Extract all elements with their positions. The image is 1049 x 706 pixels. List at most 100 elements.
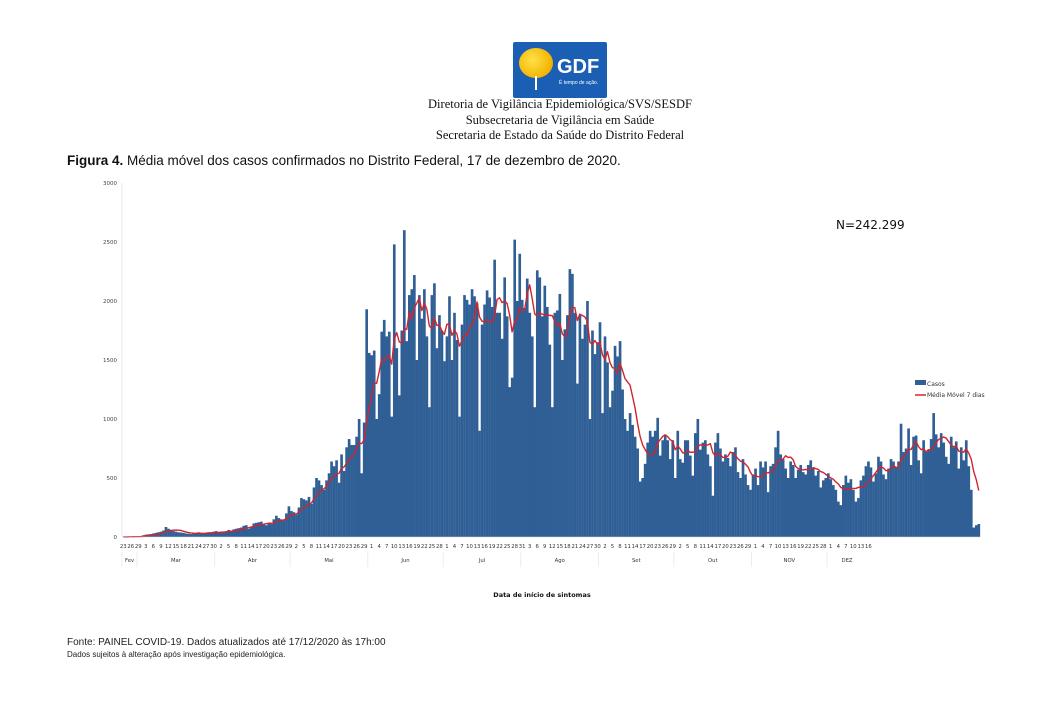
- bar-casos: [169, 529, 173, 537]
- bar-casos: [460, 324, 464, 537]
- bar-casos: [721, 461, 725, 537]
- header-line-3: Secretaria de Estado da Saúde do Distrit…: [435, 128, 685, 142]
- bar-casos: [252, 523, 256, 537]
- figure-label: Figura 4.: [67, 153, 124, 168]
- bar-casos: [892, 461, 895, 537]
- x-tick-label: 24: [195, 544, 202, 550]
- bar-casos: [862, 475, 865, 537]
- x-tick-label: 13: [398, 544, 405, 550]
- bar-casos: [849, 479, 853, 537]
- y-tick-label: 3000: [103, 181, 117, 187]
- x-tick-label: 7: [385, 544, 388, 550]
- bar-casos: [591, 330, 594, 537]
- bar-casos: [638, 481, 642, 537]
- month-label: DEZ: [842, 558, 853, 564]
- bar-casos: [814, 475, 818, 537]
- bar-casos: [616, 356, 619, 537]
- x-tick-label: 10: [466, 544, 473, 550]
- x-tick-label: 16: [481, 544, 488, 550]
- x-tick-label: 5: [227, 544, 230, 550]
- month-label: Fev: [125, 558, 134, 564]
- bar-casos: [714, 442, 717, 537]
- bar-casos: [964, 440, 968, 537]
- bar-casos: [626, 430, 629, 537]
- bar-casos: [874, 473, 878, 537]
- n-annotation: N=242.299: [836, 218, 905, 232]
- bar-casos: [232, 529, 236, 537]
- bar-casos: [280, 519, 283, 537]
- bar-casos: [445, 336, 449, 537]
- bar-casos: [671, 440, 675, 537]
- bar-casos: [598, 322, 602, 537]
- x-tick-label: 19: [489, 544, 496, 550]
- x-tick-label: 23: [120, 544, 127, 550]
- bar-casos: [277, 518, 281, 537]
- bar-casos: [934, 434, 938, 537]
- x-tick-label: 31: [519, 544, 526, 550]
- bar-casos: [485, 290, 489, 537]
- bar-casos: [523, 308, 527, 537]
- bar-casos: [912, 436, 915, 537]
- x-tick-label: 24: [579, 544, 586, 550]
- bar-casos: [540, 316, 544, 537]
- bar-casos: [207, 532, 210, 537]
- bar-casos: [726, 457, 730, 537]
- bar-casos: [413, 275, 416, 537]
- bar-casos: [769, 466, 772, 537]
- bar-casos: [729, 466, 732, 537]
- bar-casos: [583, 324, 587, 537]
- bar-casos: [558, 293, 562, 537]
- bar-casos: [704, 440, 707, 537]
- bar-casos: [676, 430, 680, 537]
- bar-casos: [756, 485, 760, 537]
- bar-casos: [227, 529, 231, 537]
- bar-casos: [709, 466, 712, 537]
- bar-casos: [691, 475, 695, 537]
- bar-casos: [699, 449, 702, 537]
- x-tick-label: 5: [611, 544, 614, 550]
- bar-casos: [949, 436, 953, 537]
- y-tick-label: 1500: [103, 358, 117, 364]
- bar-casos: [646, 442, 649, 537]
- bar-casos: [488, 297, 491, 537]
- month-label: Jul: [478, 558, 485, 564]
- bar-casos: [596, 342, 599, 537]
- bar-casos: [877, 456, 880, 537]
- x-tick-label: 20: [338, 544, 345, 550]
- bar-casos: [962, 460, 966, 537]
- bar-casos: [360, 473, 363, 537]
- bar-casos: [771, 463, 775, 537]
- bar-casos: [683, 440, 687, 537]
- bar-casos: [894, 467, 898, 537]
- bar-casos: [831, 485, 835, 537]
- x-tick-label: 29: [745, 544, 752, 550]
- bar-casos: [806, 465, 810, 537]
- bar-casos: [651, 436, 655, 537]
- x-tick-label: 26: [737, 544, 744, 550]
- month-label: NOV: [783, 558, 795, 564]
- bar-casos: [224, 531, 228, 537]
- x-tick-label: 9: [159, 544, 162, 550]
- bar-casos: [829, 479, 833, 537]
- bar-casos: [759, 461, 762, 537]
- bar-casos: [518, 253, 522, 538]
- x-tick-label: 10: [391, 544, 398, 550]
- x-tick-label: 23: [346, 544, 353, 550]
- bar-casos: [937, 447, 941, 537]
- x-tick-label: 13: [857, 544, 864, 550]
- bar-casos: [362, 422, 366, 537]
- x-tick-label: 1: [754, 544, 757, 550]
- bar-casos: [641, 478, 644, 537]
- x-tick-label: 7: [844, 544, 847, 550]
- bar-casos: [919, 473, 923, 537]
- bar-casos: [177, 532, 180, 537]
- x-tick-label: 5: [686, 544, 689, 550]
- gdf-logo: GDF É tempo de ação.: [513, 42, 607, 98]
- bar-casos: [613, 345, 617, 537]
- bar-casos: [636, 448, 639, 537]
- x-tick-label: 3: [144, 544, 147, 550]
- bar-casos: [857, 498, 860, 537]
- x-tick-label: 14: [323, 544, 330, 550]
- bar-casos: [455, 339, 459, 537]
- bar-casos: [929, 439, 933, 537]
